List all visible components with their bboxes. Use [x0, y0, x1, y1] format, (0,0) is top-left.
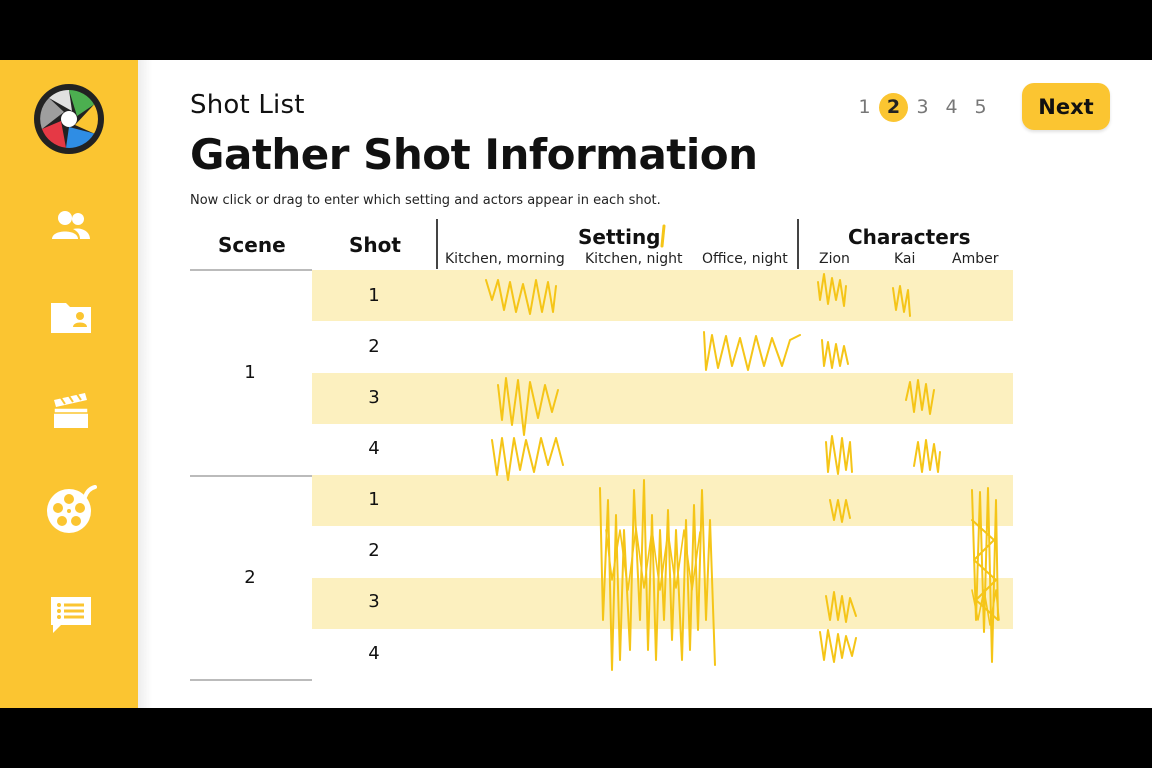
step-pager: 1 2 3 4 5 [850, 92, 995, 122]
shot-header: Shot [349, 233, 401, 257]
setting-col-header: Kitchen, night [585, 251, 683, 267]
scribble-mark [491, 437, 564, 481]
app-screen: Shot List Gather Shot Information Now cl… [0, 60, 1152, 708]
table-row[interactable] [312, 373, 1013, 424]
table-row[interactable] [312, 270, 1013, 321]
scribble-layer[interactable] [0, 60, 1152, 708]
shot-number: 4 [368, 438, 380, 459]
scene-label: 2 [244, 567, 256, 588]
character-col-header: Kai [894, 251, 916, 267]
scribble-mark [825, 591, 857, 623]
page-2[interactable]: 2 [879, 92, 908, 122]
scribble-mark [829, 499, 851, 523]
setting-col-header: Office, night [702, 251, 788, 267]
nav-contacts[interactable] [44, 292, 98, 342]
page-title: Gather Shot Information [190, 130, 758, 179]
scribble-mark [971, 487, 999, 663]
section-label: Shot List [190, 90, 305, 120]
instruction-text: Now click or drag to enter which setting… [190, 193, 661, 208]
scribble-mark [819, 629, 857, 663]
column-divider [436, 219, 438, 269]
character-col-header: Zion [819, 251, 850, 267]
shot-number: 1 [368, 285, 380, 306]
contact-folder-icon [51, 303, 91, 333]
chat-list-icon [51, 597, 91, 633]
page-4[interactable]: 4 [945, 96, 958, 118]
sidebar [0, 60, 138, 708]
clapperboard-icon [53, 393, 89, 428]
characters-header: Characters [848, 225, 971, 249]
scribble-mark [485, 279, 557, 315]
app-logo-icon [34, 84, 104, 154]
page-3[interactable]: 3 [916, 96, 929, 118]
scribble-mark [913, 439, 941, 473]
film-reel-icon [47, 485, 97, 533]
shot-number: 3 [368, 387, 380, 408]
shot-number: 1 [368, 489, 380, 510]
page-1[interactable]: 1 [858, 96, 871, 118]
table-row[interactable] [312, 475, 1013, 526]
scribble-mark [605, 527, 701, 591]
nav-film-reel[interactable] [44, 484, 98, 534]
page-5[interactable]: 5 [974, 96, 987, 118]
scene-divider [190, 269, 312, 271]
scribble-mark [817, 273, 847, 307]
scene-divider [190, 679, 312, 681]
nav-people[interactable] [44, 200, 98, 250]
setting-header: Setting [578, 225, 661, 249]
sidebar-shadow [138, 60, 152, 708]
people-icon [52, 211, 90, 239]
scene-label: 1 [244, 362, 256, 383]
scribble-mark [825, 435, 853, 475]
nav-comments[interactable] [44, 590, 98, 640]
shot-grid[interactable]: Scene Shot Setting Characters Kitchen, m… [0, 60, 1152, 708]
scribble-mark [892, 285, 911, 317]
scribble-mark [660, 224, 666, 248]
nav-clapperboard[interactable] [44, 385, 98, 435]
shot-number: 2 [368, 336, 380, 357]
shot-number: 4 [368, 643, 380, 664]
scribble-mark [905, 379, 935, 415]
scene-divider [190, 475, 312, 477]
scribble-mark [497, 377, 559, 436]
next-button[interactable]: Next [1022, 83, 1110, 130]
shot-number: 2 [368, 540, 380, 561]
scene-header: Scene [218, 233, 286, 257]
scribble-mark [821, 339, 849, 369]
column-divider [797, 219, 799, 269]
character-col-header: Amber [952, 251, 999, 267]
scribble-mark [971, 589, 1000, 626]
shot-number: 3 [368, 591, 380, 612]
scribble-mark [703, 331, 801, 371]
setting-col-header: Kitchen, morning [445, 251, 565, 267]
scribble-mark [599, 479, 716, 671]
